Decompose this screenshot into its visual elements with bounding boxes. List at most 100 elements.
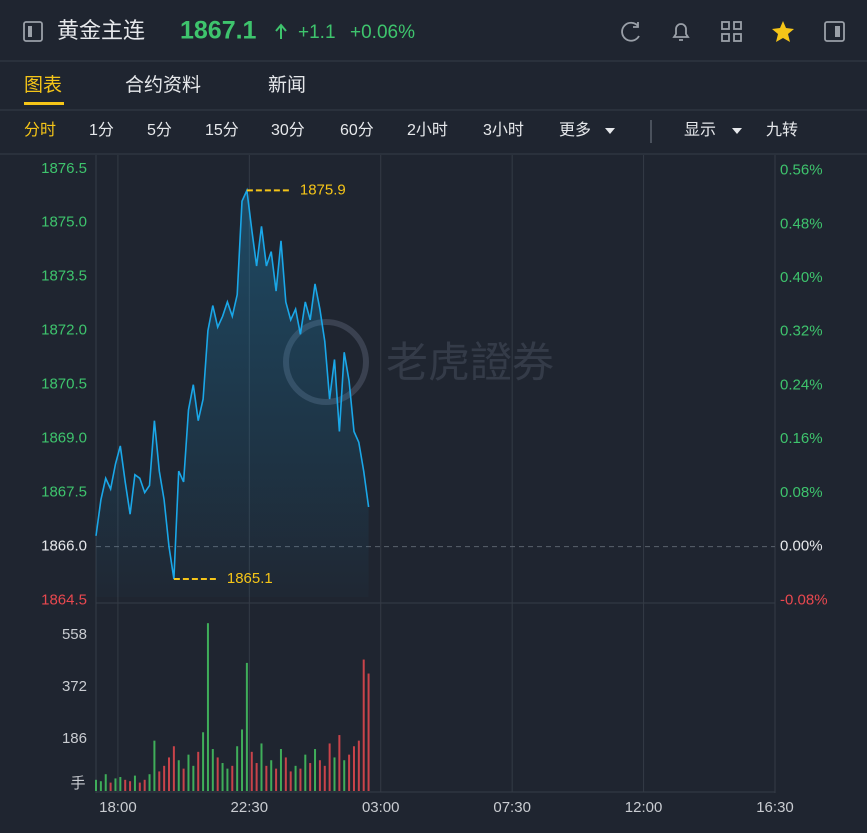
volume-bar — [352, 746, 355, 791]
y2-tick-label: 0.08% — [780, 484, 823, 501]
volume-bar — [333, 757, 336, 791]
volume-bar — [318, 760, 321, 791]
x-tick-label: 03:00 — [362, 799, 400, 816]
volume-bar — [119, 777, 122, 791]
dropdown-caret — [732, 128, 742, 134]
volume-bar — [221, 763, 224, 791]
y2-tick-label: 0.40% — [780, 269, 823, 286]
volume-bar — [95, 779, 97, 791]
volume-bar — [284, 757, 287, 791]
interval[interactable]: 2小时 — [407, 121, 448, 139]
interval[interactable]: 1分 — [89, 121, 114, 139]
price: 1867.1 — [180, 17, 257, 45]
volume-bar — [197, 751, 200, 791]
y2-tick-label: -0.08% — [780, 591, 828, 608]
volume-bar — [289, 771, 292, 791]
volume-bar — [348, 754, 351, 791]
volume-bar — [265, 765, 268, 791]
y-tick-label: 1866.0 — [41, 538, 87, 555]
volume-bar — [99, 781, 102, 791]
y-tick-label: 1867.5 — [41, 484, 87, 501]
interval[interactable]: 15分 — [205, 121, 239, 139]
y2-tick-label: 0.00% — [780, 538, 823, 555]
volume-bar — [338, 735, 341, 791]
volume-bar — [177, 760, 180, 791]
x-tick-label: 22:30 — [231, 799, 269, 816]
volume-bar — [357, 740, 360, 791]
volume-bar — [172, 746, 175, 791]
grid-icon[interactable] — [721, 21, 742, 42]
volume-bar — [206, 623, 209, 791]
y2-tick-label: 0.24% — [780, 376, 823, 393]
y-tick-label: 1872.0 — [41, 322, 87, 339]
y2-tick-label: 0.48% — [780, 215, 823, 232]
tab[interactable]: 合约资料 — [125, 74, 201, 96]
sidebar-icon-bar — [28, 26, 32, 37]
y-tick-label: 1875.0 — [41, 214, 87, 231]
tab[interactable]: 新闻 — [268, 74, 306, 96]
watermark: 老虎證券 — [386, 339, 554, 386]
y-tick-label: 1870.5 — [41, 376, 87, 393]
volume-bar — [143, 779, 146, 791]
volume-bar — [216, 757, 219, 791]
volume-bar — [129, 781, 132, 791]
dropdown-caret — [605, 128, 615, 134]
volume-bar — [245, 662, 248, 791]
x-tick-label: 07:30 — [493, 799, 531, 816]
low-label: 1865.1 — [227, 570, 273, 587]
volume-bar — [250, 751, 253, 791]
volume-bar — [202, 732, 205, 791]
title: 黄金主连 — [57, 18, 145, 43]
volume-bar — [299, 768, 302, 791]
y-tick-label: 372 — [62, 678, 87, 695]
change: +1.1 — [298, 22, 336, 43]
volume-bar — [275, 768, 278, 791]
y-tick-label: 1864.5 — [41, 592, 87, 609]
star-icon[interactable] — [772, 21, 794, 42]
high-label: 1875.9 — [300, 181, 346, 198]
bell-icon[interactable] — [672, 23, 690, 41]
volume-bar — [158, 771, 161, 791]
volume-bar — [343, 760, 346, 791]
volume-bar — [309, 763, 312, 791]
nine-turn[interactable]: 九转 — [766, 121, 798, 139]
panel-icon[interactable] — [824, 21, 845, 42]
volume-bar — [314, 749, 317, 791]
volume-bar — [124, 779, 127, 791]
y2-tick-label: 0.56% — [780, 162, 823, 179]
volume-bar — [163, 765, 166, 791]
volume-bar — [104, 774, 107, 791]
price-line — [95, 187, 370, 580]
volume-bar — [168, 757, 171, 791]
panel-icon-bar — [835, 26, 840, 37]
interval[interactable]: 5分 — [147, 121, 172, 139]
volume-bar — [362, 659, 365, 791]
volume-bar — [260, 743, 263, 791]
interval[interactable]: 60分 — [340, 121, 374, 139]
volume-bar — [323, 765, 326, 791]
change-pct: +0.06% — [350, 22, 415, 43]
sidebar-icon[interactable] — [23, 21, 43, 42]
y-unit: 手 — [70, 775, 85, 792]
volume-bar — [304, 754, 307, 791]
volume-bar — [211, 749, 214, 791]
interval[interactable]: 3小时 — [483, 121, 524, 139]
y-tick-label: 558 — [62, 626, 87, 643]
x-tick-label: 16:30 — [756, 799, 794, 816]
interval[interactable]: 30分 — [271, 121, 305, 139]
volume-bar — [255, 763, 258, 791]
interval[interactable]: 分时 — [24, 121, 56, 139]
interval[interactable]: 更多 — [559, 121, 591, 139]
volume-bar — [270, 760, 273, 791]
x-tick-label: 12:00 — [625, 799, 663, 816]
refresh-icon[interactable] — [621, 21, 640, 42]
y-tick-label: 1869.0 — [41, 430, 87, 447]
display-menu[interactable]: 显示 — [684, 122, 716, 139]
x-tick-label: 18:00 — [99, 799, 137, 816]
area-fill — [96, 190, 369, 597]
volume-bar — [294, 765, 297, 791]
tab[interactable]: 图表 — [24, 74, 62, 96]
y-tick-label: 186 — [62, 730, 87, 747]
